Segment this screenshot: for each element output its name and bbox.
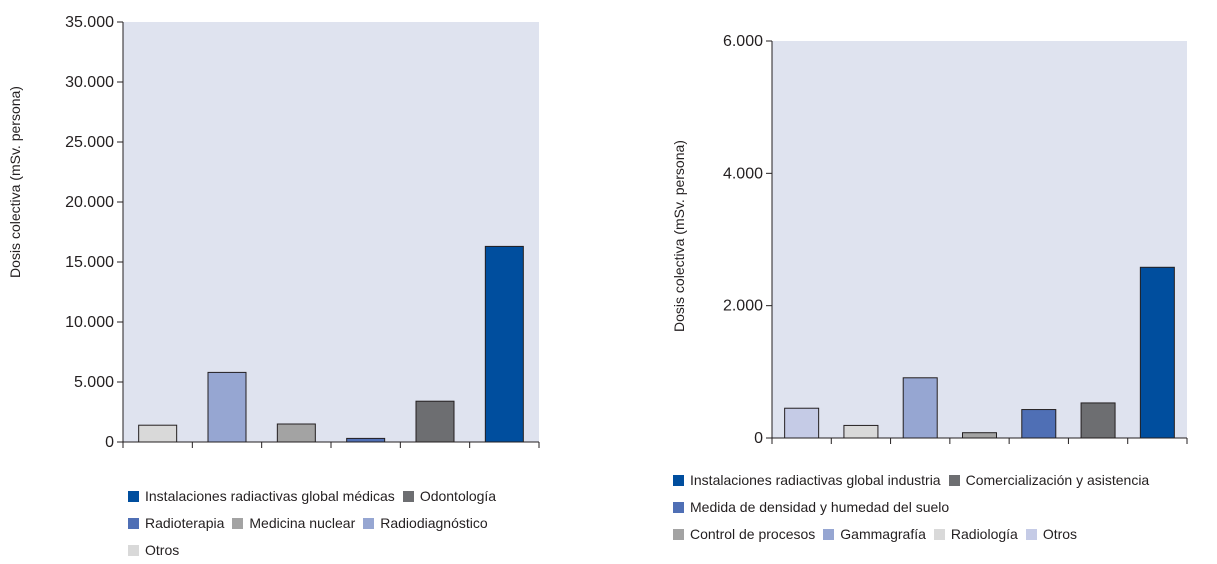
y-tick-label: 15.000 <box>65 254 114 271</box>
legend-swatch <box>1025 529 1037 540</box>
legend-label: Instalaciones radiactivas global médicas <box>145 488 395 504</box>
legend-item-medida-de-densidad-y-humedad-del-suelo: Medida de densidad y humedad del suelo <box>673 494 949 521</box>
legend-item-comercializacion-y-asistencia: Comercialización y asistencia <box>948 467 1150 494</box>
legend-item-otros: Otros <box>128 537 179 564</box>
y-tick-label: 4.000 <box>723 165 763 182</box>
legend-swatch <box>128 491 139 502</box>
legend-swatch <box>128 545 139 556</box>
bar-radiologia <box>843 424 879 439</box>
y-tick-label: 35.000 <box>65 14 114 31</box>
y-tick-label: 0 <box>754 430 763 447</box>
plot-area <box>772 41 1187 438</box>
legend-label: Otros <box>145 542 180 558</box>
y-tick-label: 2.000 <box>723 298 763 315</box>
legend-item-medicina-nuclear: Medicina nuclear <box>232 510 355 537</box>
y-axis-label: Dosis colectiva (mSv. persona) <box>671 140 687 332</box>
bar-otros <box>138 424 178 443</box>
legend-row: Otros <box>128 537 504 564</box>
legend-swatch <box>128 518 139 529</box>
legend-item-instalaciones-radiactivas-global-industria: Instalaciones radiactivas global industr… <box>673 467 941 494</box>
legend-item-radioterapia: Radioterapia <box>128 510 224 537</box>
legend-swatch <box>948 475 960 486</box>
bar-odontologia <box>415 400 455 443</box>
legend-item-radiologia: Radiología <box>933 521 1018 548</box>
y-tick-label: 20.000 <box>65 194 114 211</box>
legend-label: Radioterapia <box>145 515 225 531</box>
legend-swatch <box>232 518 244 529</box>
plot-area <box>123 22 539 442</box>
legend-swatch <box>363 518 375 529</box>
legend-row: Instalaciones radiactivas global médicas… <box>128 483 504 510</box>
legend-industrial: Instalaciones radiactivas global industr… <box>673 467 1157 548</box>
y-tick-label: 5.000 <box>74 374 114 391</box>
y-tick-label: 25.000 <box>65 134 114 151</box>
legend-label: Medida de densidad y humedad del suelo <box>690 499 950 515</box>
legend-row: Radioterapia Medicina nuclear Radiodiagnós… <box>128 510 504 537</box>
legend-row: Instalaciones radiactivas global industr… <box>673 467 1157 494</box>
bar-instalaciones-radiactivas-global-industria <box>1139 266 1175 439</box>
legend-swatch <box>673 475 684 486</box>
legend-label: Comercialización y asistencia <box>965 472 1150 488</box>
legend-label: Medicina nuclear <box>249 515 356 531</box>
legend-item-gammagrafia: Gammagrafía <box>823 521 926 548</box>
legend-label: Odontología <box>419 488 497 504</box>
legend-swatch <box>673 502 684 513</box>
bar-comercializacion-y-asistencia <box>1080 402 1116 439</box>
legend-item-otros: Otros <box>1025 521 1078 548</box>
legend-label: Control de procesos <box>690 526 816 542</box>
bar-medida-de-densidad-y-humedad-del-suelo <box>1021 409 1057 439</box>
legend-swatch <box>673 529 684 540</box>
bar-radiodiagnostico <box>207 371 247 443</box>
legend-swatch <box>402 491 414 502</box>
chart-medical: 0 5.000 10.000 15.000 20.000 25.000 30.000 35.0… <box>7 14 540 451</box>
legend-label: Radiodiagnóstico <box>380 515 488 531</box>
bar-radioterapia <box>346 437 386 443</box>
chart-industrial: 0 2.000 4.000 6.000 Dosis colectiva (mSv. pe… <box>671 33 1188 447</box>
y-tick-label: 30.000 <box>65 74 114 91</box>
legend-swatch <box>823 529 835 540</box>
y-tick-label: 10.000 <box>65 314 114 331</box>
legend-item-radiodiagnostico: Radiodiagnóstico <box>363 510 488 537</box>
bar-medicina-nuclear <box>276 423 316 443</box>
legend-item-instalaciones-radiactivas-global-medicas: Instalaciones radiactivas global médicas <box>128 483 395 510</box>
legend-label: Otros <box>1042 526 1078 542</box>
bar-gammagrafia <box>902 377 938 439</box>
bar-otros <box>784 407 820 439</box>
legend-swatch <box>933 529 945 540</box>
y-tick-label: 0 <box>105 434 114 451</box>
y-axis-label: Dosis colectiva (mSv. persona) <box>7 86 23 278</box>
legend-medical: Instalaciones radiactivas global médicas… <box>128 483 504 564</box>
bar-control-de-procesos <box>962 432 997 439</box>
legend-label: Gammagrafía <box>840 526 926 542</box>
bar-instalaciones-radiactivas-global-medicas <box>484 245 524 443</box>
legend-label: Radiología <box>950 526 1018 542</box>
legend-item-odontologia: Odontología <box>402 483 497 510</box>
legend-row: Medida de densidad y humedad del suelo <box>673 494 1157 521</box>
legend-label: Instalaciones radiactivas global industr… <box>690 472 941 488</box>
y-tick-label: 6.000 <box>723 33 763 50</box>
legend-item-control-de-procesos: Control de procesos <box>673 521 815 548</box>
legend-row: Control de procesos Gammagrafía Radiología… <box>673 521 1157 548</box>
